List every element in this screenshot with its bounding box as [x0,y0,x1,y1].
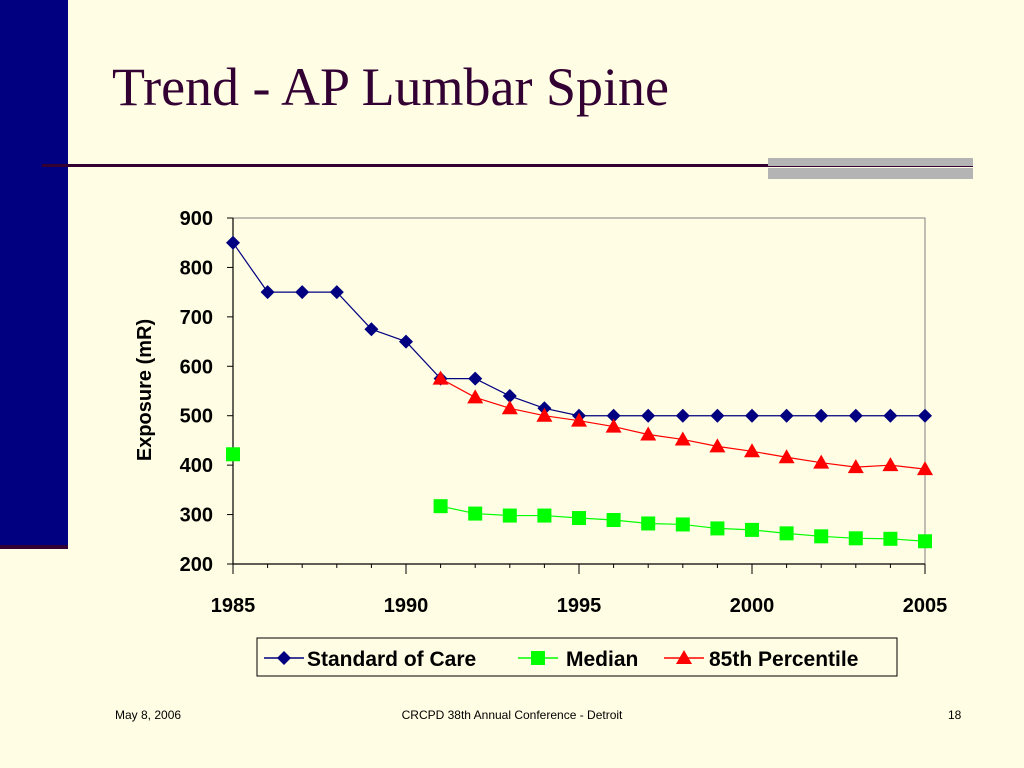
x-tick-label: 2000 [730,595,775,617]
footer-conference: CRCPD 38th Annual Conference - Detroit [401,708,623,722]
data-point-median [883,531,898,546]
data-point-standard-of-care [329,285,344,300]
data-point-median [468,506,483,521]
chart-legend: Standard of Care Median 85th Percentile [256,637,898,677]
legend-label-median: Median [566,648,638,671]
data-point-standard-of-care [814,408,829,423]
data-point-85th-percentile [917,461,933,476]
y-tick-label: 500 [180,406,213,428]
data-point-85th-percentile [882,457,899,472]
x-tick-label: 1995 [557,595,602,617]
legend-marker-median [531,651,545,665]
data-point-median [745,522,759,537]
data-point-standard-of-care [502,388,517,403]
data-point-standard-of-care [745,408,759,423]
series-line-standard-of-care [232,242,925,417]
y-tick-label: 300 [180,505,213,527]
title-accent-block-bottom [768,168,973,179]
data-point-standard-of-care [468,371,483,386]
data-point-standard-of-care [260,285,275,300]
footer-page-number: 18 [948,708,962,722]
y-tick-label: 600 [180,356,213,378]
data-point-85th-percentile [813,454,830,469]
x-tick-label: 2005 [903,595,948,617]
legend-label-85th-percentile: 85th Percentile [709,648,858,671]
data-point-85th-percentile [674,431,691,446]
data-point-85th-percentile [571,412,587,427]
data-point-85th-percentile [501,400,518,415]
data-point-median [226,447,240,462]
data-point-median [502,508,517,523]
y-axis-label: Exposure (mR) [134,319,156,461]
data-point-median [710,521,725,536]
data-point-standard-of-care [226,235,240,250]
left-accent-bar [0,0,68,545]
data-point-median [537,508,552,523]
data-point-standard-of-care [641,408,656,423]
data-point-median [814,529,829,544]
left-accent-rule [0,545,68,549]
data-point-standard-of-care [710,408,725,423]
data-point-median [433,499,448,514]
title-divider [42,164,973,167]
x-tick-label: 1985 [211,595,256,617]
data-point-85th-percentile [605,418,622,433]
x-tick-label: 1990 [384,595,429,617]
data-point-median [675,517,690,532]
data-point-85th-percentile [847,459,864,474]
data-point-85th-percentile [778,449,795,464]
data-point-85th-percentile [432,370,449,385]
legend-label-standard-of-care: Standard of Care [307,648,476,671]
data-point-85th-percentile [536,407,553,422]
data-point-85th-percentile [744,443,760,458]
legend-box [256,637,898,677]
data-point-standard-of-care [606,408,621,423]
footer-date: May 8, 2006 [115,708,182,722]
series-line-85th-percentile [440,378,926,470]
data-point-median [606,513,621,528]
data-point-median [918,534,932,549]
data-point-median [779,526,794,541]
y-tick-label: 800 [180,257,213,279]
data-point-85th-percentile [640,426,657,441]
data-point-standard-of-care [883,408,898,423]
data-point-median [641,516,656,531]
title-accent-block-top [768,158,973,166]
data-point-standard-of-care [918,408,932,423]
data-point-median [848,531,863,546]
y-tick-label: 700 [180,307,213,329]
data-point-median [572,511,586,526]
data-point-standard-of-care [399,334,413,349]
data-point-standard-of-care [675,408,690,423]
data-point-standard-of-care [364,322,379,337]
data-point-standard-of-care [295,285,310,300]
legend-marker-85th-percentile [676,650,692,664]
y-tick-label: 900 [180,208,213,230]
data-point-85th-percentile [709,438,726,453]
slide-title: Trend - AP Lumbar Spine [112,57,670,117]
y-tick-label: 200 [180,554,213,576]
data-point-standard-of-care [779,408,794,423]
data-point-85th-percentile [467,389,484,404]
data-point-standard-of-care [848,408,863,423]
y-tick-label: 400 [180,455,213,477]
legend-marker-standard-of-care [277,651,291,665]
